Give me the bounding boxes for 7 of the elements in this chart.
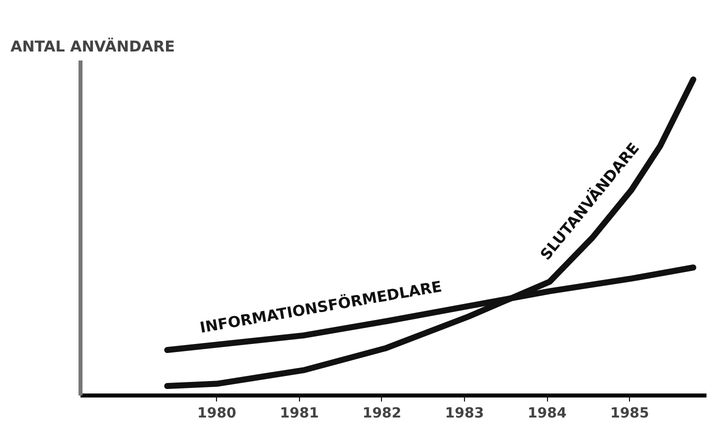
- x-tick-label: 1981: [280, 406, 319, 422]
- x-tick-label: 1985: [610, 406, 650, 422]
- x-tick-label: 1983: [445, 406, 484, 422]
- x-tick-label: 1982: [362, 406, 402, 422]
- y-axis-title: ANTAL ANVÄNDARE: [10, 38, 175, 56]
- x-tick-label: 1980: [197, 406, 237, 422]
- x-tick-label: 1984: [528, 406, 567, 422]
